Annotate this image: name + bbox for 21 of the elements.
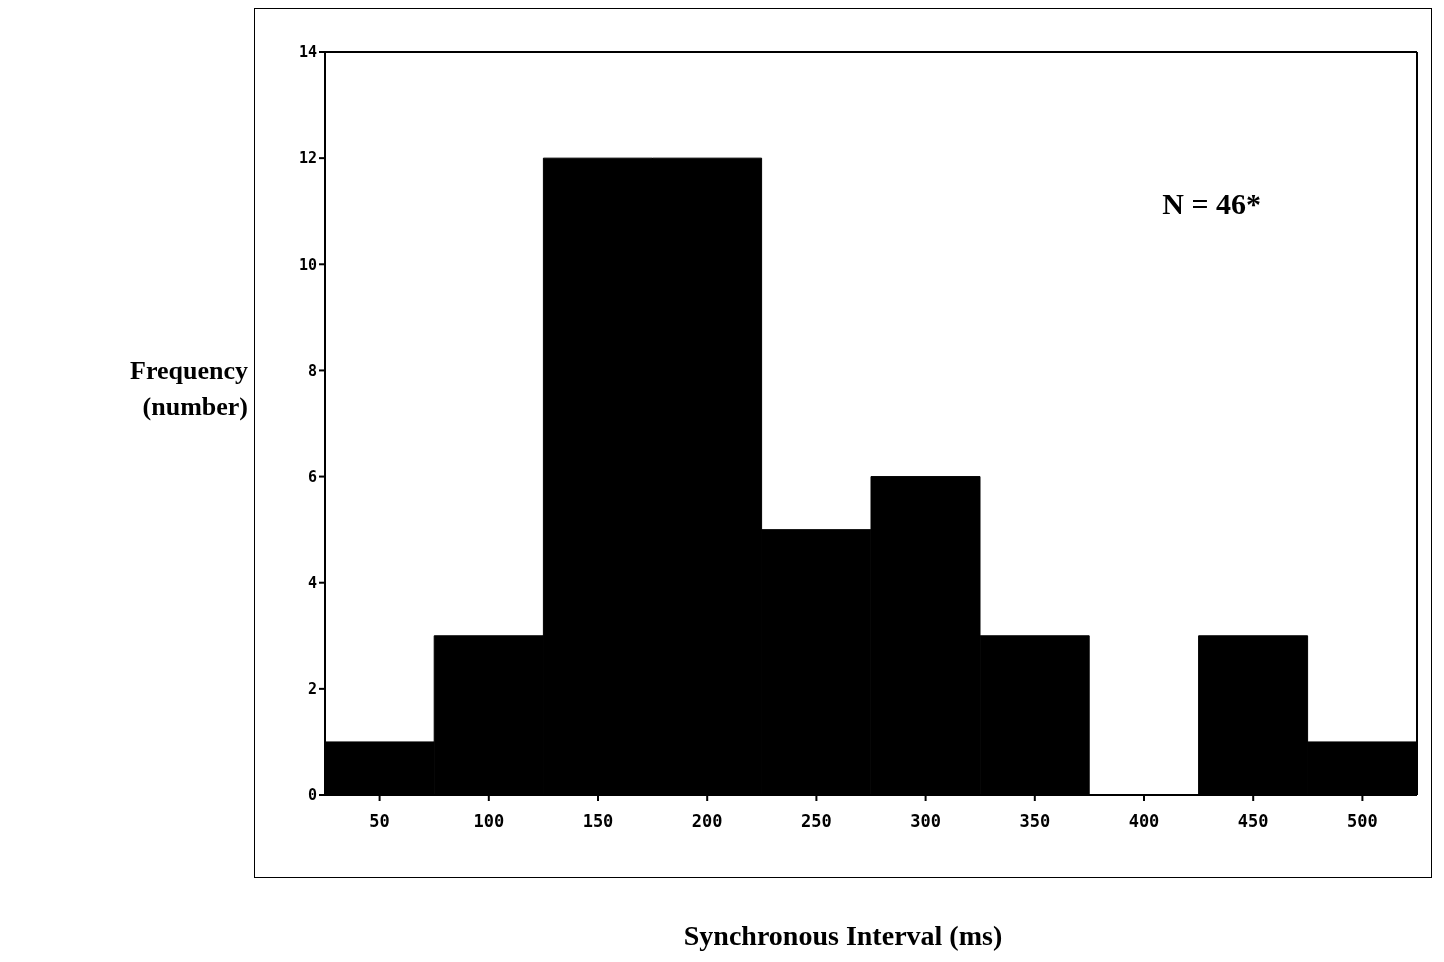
y-tick-label: 12 — [298, 149, 317, 168]
x-tick-label: 350 — [1019, 811, 1051, 832]
y-tick-label: 10 — [298, 255, 317, 274]
x-tick-label: 100 — [473, 811, 505, 832]
x-tick-label: 450 — [1237, 811, 1269, 832]
x-tick-label: 400 — [1128, 811, 1160, 832]
y-tick-label: 8 — [307, 361, 317, 380]
y-axis-title: Frequency (number) — [129, 355, 248, 423]
x-tick-label: 50 — [369, 811, 390, 832]
x-tick-label: 250 — [801, 811, 832, 832]
y-tick-label: 6 — [307, 467, 317, 486]
y-tick-label: 14 — [298, 43, 317, 62]
x-tick-label: 500 — [1347, 811, 1378, 832]
annotation: N = 46* — [1162, 187, 1261, 221]
y-tick-label: 0 — [307, 786, 317, 805]
x-tick-label: 200 — [691, 811, 723, 832]
x-tick-label: 150 — [582, 811, 614, 832]
y-tick-label: 4 — [307, 574, 317, 593]
x-tick-label: 300 — [910, 811, 941, 832]
x-axis-title: Synchronous Interval (ms) — [682, 920, 1004, 952]
y-tick-label: 2 — [307, 680, 317, 699]
